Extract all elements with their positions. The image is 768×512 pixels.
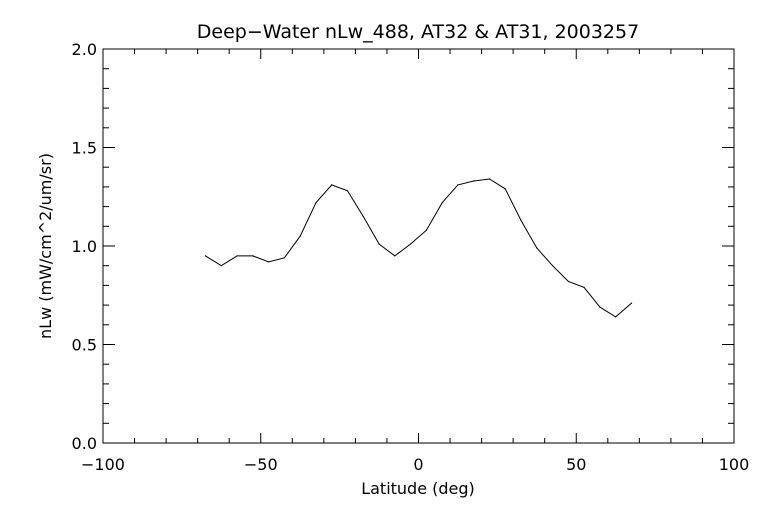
x-tick-label: 0: [413, 455, 423, 474]
data-point: [252, 255, 254, 257]
y-axis-label: nLw (mW/cm^2/um/sr): [36, 153, 55, 339]
data-point: [504, 188, 506, 190]
axis-ticks: [102, 48, 735, 444]
y-tick-label: 2.0: [72, 40, 97, 59]
data-point: [410, 243, 412, 245]
x-tick-label: 100: [719, 455, 750, 474]
data-point: [552, 265, 554, 267]
data-point: [268, 261, 270, 263]
x-tick-label: −100: [81, 455, 125, 474]
data-point: [615, 316, 617, 318]
data-point: [488, 178, 491, 180]
y-tick-label: 0.5: [72, 336, 97, 355]
data-point: [299, 235, 301, 237]
data-point: [599, 306, 601, 308]
series-points: [204, 178, 633, 318]
x-tick-label: 50: [566, 455, 586, 474]
data-point: [630, 302, 633, 304]
data-point: [236, 255, 238, 257]
data-point: [204, 255, 207, 257]
y-tick-label: 0.0: [72, 434, 97, 453]
data-point: [473, 180, 475, 182]
data-point: [346, 190, 349, 192]
axis-tick-labels: −100 −50 0 50 100 0.0 0.5 1.0 1.5 2.0: [72, 40, 750, 474]
data-point: [283, 257, 285, 259]
data-point: [567, 280, 570, 283]
x-tick-label: −50: [244, 455, 278, 474]
x-axis-label: Latitude (deg): [361, 479, 475, 498]
data-point: [536, 247, 538, 249]
series-line: [205, 178, 632, 318]
data-point: [378, 243, 380, 245]
data-point: [331, 184, 333, 186]
chart-title: Deep−Water nLw_488, AT32 & AT31, 2003257: [197, 21, 639, 43]
data-point: [520, 219, 522, 221]
y-tick-label: 1.5: [72, 139, 97, 158]
y-tick-label: 1.0: [72, 237, 97, 256]
data-point: [394, 255, 396, 257]
plot-frame: [102, 48, 735, 444]
data-point: [220, 265, 222, 267]
data-point: [441, 202, 443, 204]
data-point: [583, 286, 585, 288]
data-point: [362, 215, 364, 218]
data-point: [315, 202, 317, 204]
data-point: [425, 229, 427, 231]
data-point: [457, 184, 459, 186]
